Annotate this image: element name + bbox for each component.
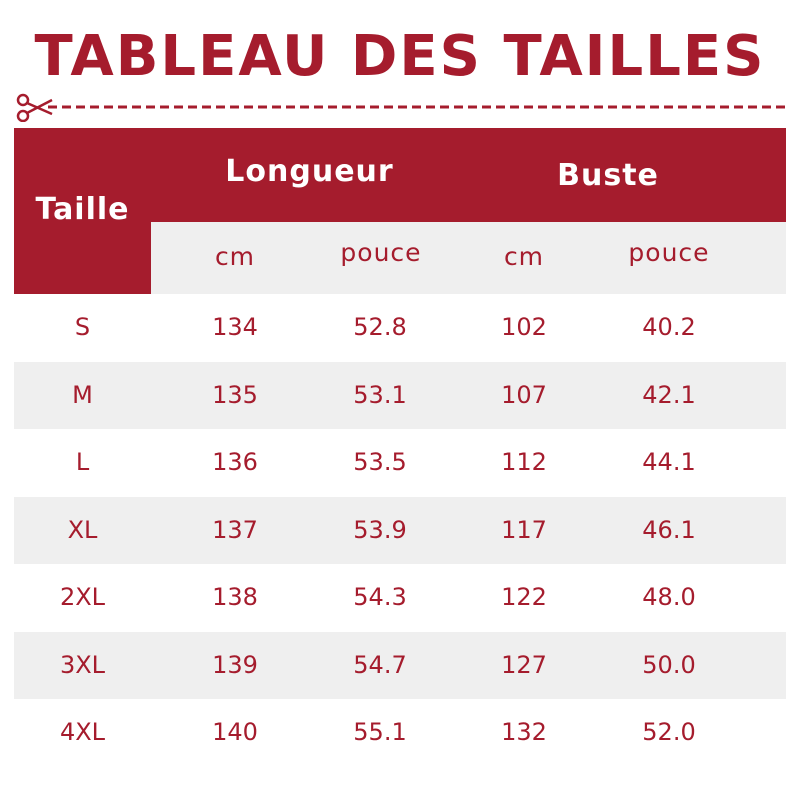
cell-bust-in: 46.1: [642, 515, 696, 544]
cell-length-cm: 136: [212, 448, 258, 476]
cell-length-in: 53.9: [353, 515, 407, 544]
cell-length-cm: 135: [212, 380, 258, 409]
cell-size: M: [72, 380, 93, 409]
cell-bust-in: 52.0: [642, 718, 696, 746]
cell-length-in: 55.1: [353, 718, 407, 746]
cell-size: 3XL: [59, 650, 106, 679]
cell-length-in: 52.8: [353, 313, 407, 341]
cell-bust-cm: 117: [501, 515, 547, 544]
header-length: Longueur: [225, 154, 394, 189]
cell-length-cm: 139: [212, 650, 258, 679]
cell-length-in: 53.1: [353, 380, 407, 409]
cell-bust-cm: 102: [501, 313, 547, 341]
cell-bust-cm: 112: [501, 448, 547, 476]
cell-bust-cm: 122: [501, 583, 547, 611]
cell-length-in: 54.3: [353, 583, 407, 611]
page-title: TABLEAU DES TAILLES: [34, 24, 766, 89]
cell-bust-in: 44.1: [642, 448, 696, 476]
cell-size: 2XL: [59, 583, 106, 611]
table-row: 3XL 139 54.7 127 50.0: [14, 631, 786, 699]
table-row: 4XL 140 55.1 132 52.0: [14, 699, 786, 767]
cell-length-cm: 140: [212, 718, 258, 746]
cell-length-in: 53.5: [353, 448, 407, 476]
cell-length-in: 54.7: [353, 650, 407, 679]
cell-bust-in: 48.0: [642, 583, 696, 611]
unit-bust-inch: pouce: [628, 238, 710, 267]
cell-bust-cm: 132: [501, 718, 547, 746]
cut-line: [16, 93, 786, 122]
unit-subheader: cm pouce cm pouce: [151, 222, 786, 294]
cell-bust-cm: 127: [501, 650, 547, 679]
cell-bust-in: 40.2: [642, 313, 696, 341]
unit-bust-cm: cm: [503, 242, 545, 271]
table-row: M 135 53.1 107 42.1: [14, 361, 786, 429]
cell-bust-in: 42.1: [642, 380, 696, 409]
header-size: Taille: [35, 192, 130, 227]
unit-length-cm: cm: [214, 242, 256, 271]
header-bust: Buste: [557, 158, 659, 193]
cell-length-cm: 138: [212, 583, 258, 611]
cell-size: L: [75, 448, 90, 476]
cell-size: S: [74, 313, 91, 341]
table-header: Taille Longueur Buste cm pouce cm pouce: [14, 128, 786, 294]
cell-size: XL: [67, 515, 98, 544]
table-row: 2XL 138 54.3 122 48.0: [14, 564, 786, 632]
cell-size: 4XL: [59, 718, 106, 746]
size-table: Taille Longueur Buste cm pouce cm pouce …: [14, 128, 786, 767]
table-row: XL 137 53.9 117 46.1: [14, 496, 786, 564]
cell-length-cm: 134: [212, 313, 258, 341]
cell-bust-in: 50.0: [642, 650, 696, 679]
cell-length-cm: 137: [212, 515, 258, 544]
table-row: S 134 52.8 102 40.2: [14, 294, 786, 362]
cell-bust-cm: 107: [501, 380, 547, 409]
scissors-icon: [16, 93, 53, 122]
table-row: L 136 53.5 112 44.1: [14, 429, 786, 497]
unit-length-inch: pouce: [340, 238, 422, 267]
